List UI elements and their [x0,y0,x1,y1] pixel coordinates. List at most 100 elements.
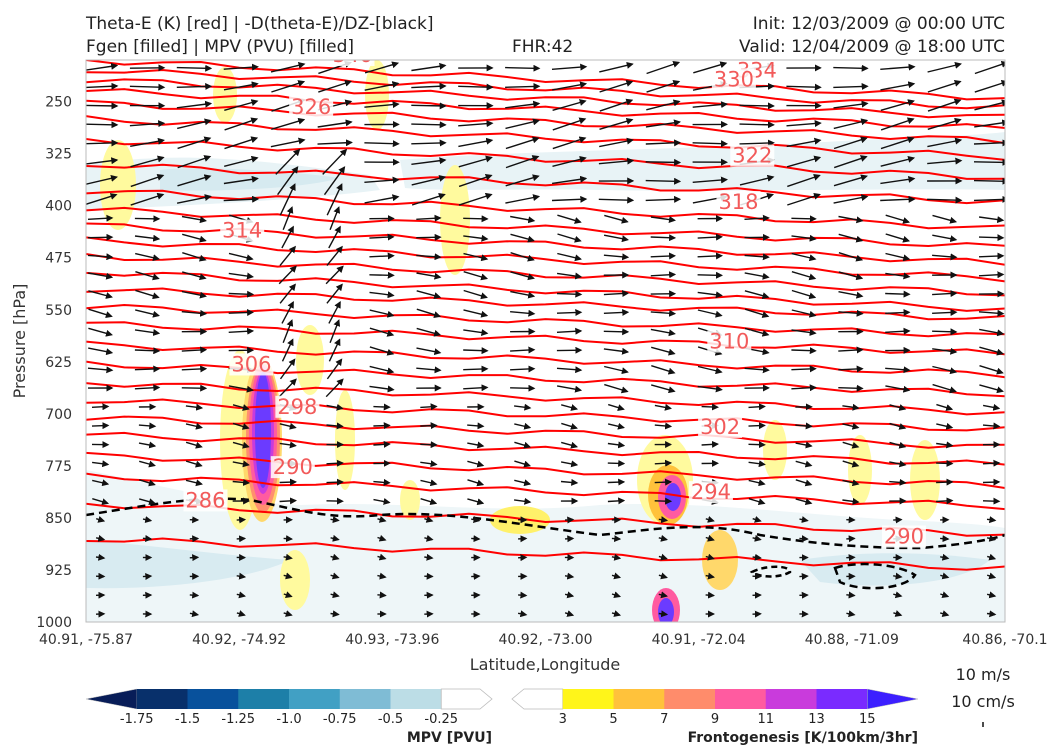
wind-vector [787,192,821,206]
wind-vector [420,441,438,449]
wind-vector [135,252,160,262]
wind-vector [330,610,340,618]
wind-vector [279,245,296,267]
theta-e-line [86,115,1005,161]
wind-vector [325,265,344,285]
wind-vector [986,534,997,542]
wind-vector [885,252,911,262]
wind-vector [88,272,114,280]
wind-vector [377,572,387,580]
wind-vector [177,155,212,169]
wind-vector [181,215,207,224]
wind-vector [705,553,715,561]
x-tick-label: 40.86, -70.1 [962,632,1047,648]
theta-e-label-bg [270,456,315,479]
colorbar-tick-label: 3 [559,712,567,727]
fgen-blob [335,390,355,490]
wind-vector [889,460,907,468]
wind-vector [842,460,860,468]
wind-vector [880,136,915,150]
wind-vector [505,136,540,150]
wind-vector [463,289,488,300]
wind-vector [838,215,864,224]
wind-vector [885,214,911,224]
wind-vector [505,100,541,109]
wind-vector [92,498,110,506]
wind-vector [557,272,583,280]
wind-vector [557,252,582,262]
wind-vector [979,346,1004,356]
wind-vector [791,215,817,223]
wind-vector [650,234,677,242]
wind-vector [505,64,541,72]
wind-vector [838,291,864,299]
theta-e-label-bg [688,481,733,504]
wind-vector [838,271,864,281]
wind-vector [651,365,676,375]
wind-vector [283,610,293,617]
wind-vector [236,572,247,580]
wind-vector [176,100,213,109]
wind-vector [223,175,259,185]
wind-vector [786,155,822,168]
wind-vector [556,327,583,335]
theta-e-line [86,431,1005,466]
wind-vector [940,572,950,580]
wind-vector [228,290,255,298]
wind-vector [95,553,106,561]
colorbar-swatch [715,689,767,709]
wind-vector [932,383,957,394]
title-line-2: Fgen [filled] | MPV (PVU) [filled] [86,37,355,57]
y-tick-label: 1000 [36,615,72,631]
vector-key-horizontal: 10 m/s [956,665,1011,684]
wind-vector [411,157,447,165]
wind-vector [748,460,766,468]
wind-vector [270,137,306,148]
wind-vector [646,99,681,111]
wind-vector [936,403,954,411]
theta-e-line [86,321,1005,356]
theta-e-line [86,382,1005,416]
wind-vector [505,194,541,204]
wind-vector [646,80,681,93]
wind-vector [181,290,207,299]
wind-vector [411,62,447,72]
wind-vector [560,460,579,468]
wind-vector [510,384,536,392]
colorbar-swatch [390,689,442,709]
wind-vector [420,460,438,468]
colorbar-swatch [613,689,665,709]
wind-vector [326,245,343,267]
init-time: Init: 12/03/2009 @ 00:00 UTC [752,14,1005,34]
wind-vector [833,174,868,187]
wind-vector [328,300,341,324]
wind-vector [129,120,166,128]
wind-vector [982,478,1001,486]
theta-e-label: 290 [273,455,313,479]
wind-vector [189,610,200,618]
wind-vector [471,572,481,580]
x-tick-label: 40.92, -73.00 [498,632,592,648]
colorbar-tick-label: -1.0 [276,712,301,727]
colorbar-tick-label: 5 [609,712,617,727]
wind-vector [833,118,869,130]
colorbar-tick-label: 13 [808,712,825,727]
wind-vector [279,478,297,486]
wind-vector [842,441,860,449]
wind-vector [505,118,540,130]
wind-vector [420,403,438,411]
wind-vector [458,120,494,128]
wind-vector [552,117,587,131]
wind-vector [326,459,344,467]
wind-vector [505,155,540,169]
colorbar-tick-label: -1.75 [120,712,154,727]
wind-vector [270,61,306,73]
wind-vector [940,610,950,617]
wind-vector [278,378,297,398]
wind-vector [182,271,207,281]
theta-e-label-bg [220,219,265,242]
wind-vector [86,62,119,71]
wind-vector [607,403,625,411]
wind-vector [982,422,1001,430]
wind-vector [752,516,762,523]
